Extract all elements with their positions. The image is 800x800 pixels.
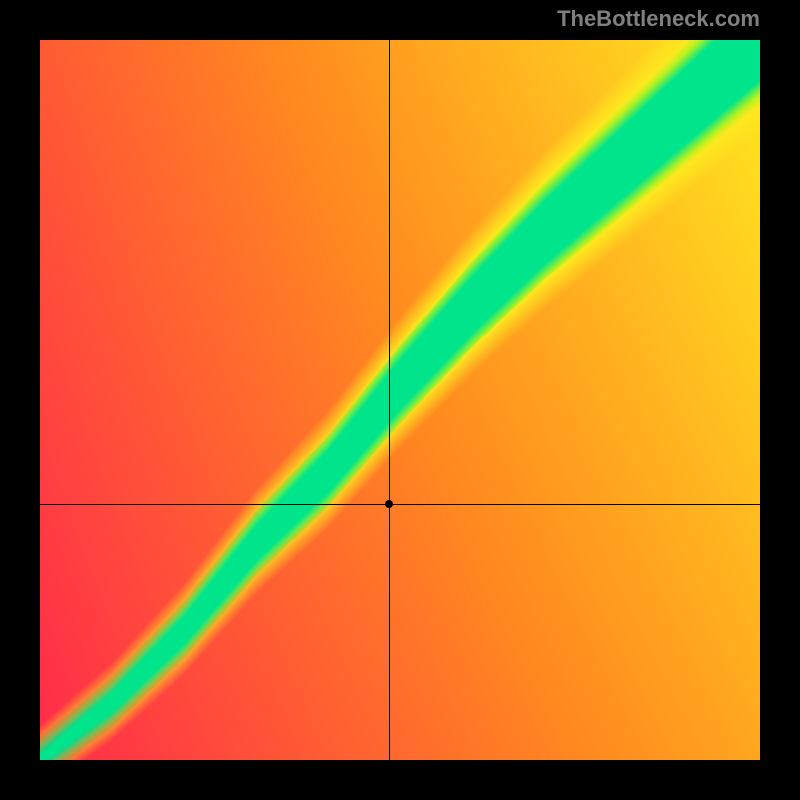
heatmap-canvas <box>40 40 760 760</box>
plot-area <box>40 40 760 760</box>
watermark-text: TheBottleneck.com <box>557 6 760 32</box>
chart-container: TheBottleneck.com <box>0 0 800 800</box>
crosshair-marker <box>385 500 393 508</box>
crosshair-vertical <box>389 40 390 760</box>
crosshair-horizontal <box>40 504 760 505</box>
